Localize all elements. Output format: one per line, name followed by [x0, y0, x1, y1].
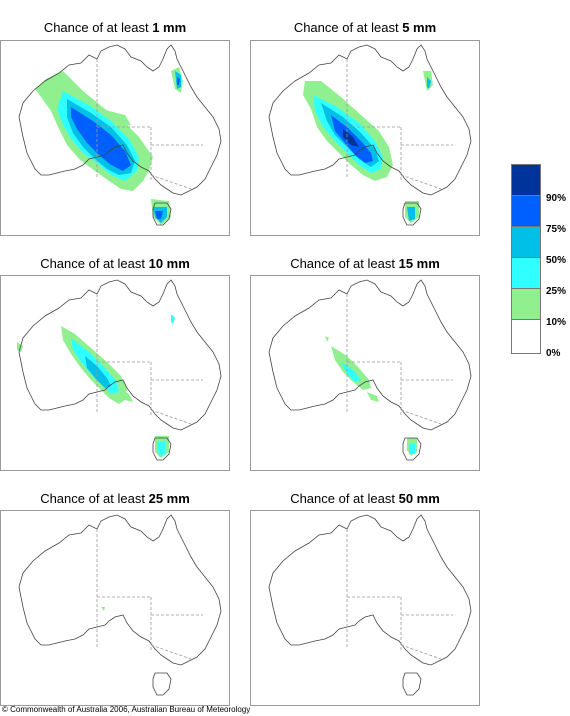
- legend-label-0: 0%: [546, 348, 561, 359]
- panel-title-25mm: Chance of at least 25 mm: [40, 491, 190, 506]
- legend-label-90: 90%: [546, 193, 567, 204]
- coastline-50mm: [268, 514, 472, 696]
- australia-map-15mm: [268, 279, 472, 461]
- legend-label-75: 75%: [546, 224, 567, 235]
- legend-label-10: 10%: [546, 317, 567, 328]
- panel-title-1mm: Chance of at least 1 mm: [43, 20, 187, 35]
- state-borders-5mm: [346, 59, 453, 190]
- rain-probability-15mm: [325, 336, 417, 456]
- state-borders-1mm: [96, 59, 203, 190]
- panel-title-10mm: Chance of at least 10 mm: [40, 256, 190, 271]
- legend-swatch-0: [512, 320, 540, 353]
- australia-map-25mm: [18, 514, 222, 696]
- panel-title-5mm: Chance of at least 5 mm: [293, 20, 437, 35]
- legend-label-25: 25%: [546, 286, 567, 297]
- legend-swatch-50: [512, 227, 540, 258]
- state-borders-15mm: [346, 294, 453, 425]
- panel-title-50mm: Chance of at least 50 mm: [290, 491, 440, 506]
- map-50mm: [250, 510, 480, 706]
- legend-swatch-90: [512, 165, 540, 196]
- rain-probability-1mm: [35, 67, 183, 225]
- rain-probability-25mm: [101, 607, 105, 611]
- map-5mm: [250, 40, 480, 236]
- coastline-1mm: [18, 44, 222, 226]
- rain-probability-5mm: [303, 71, 433, 223]
- legend-swatch-25: [512, 258, 540, 289]
- legend-swatch-10: [512, 289, 540, 320]
- legend-swatch-75: [512, 196, 540, 227]
- state-borders-10mm: [96, 294, 203, 425]
- state-borders-50mm: [346, 529, 453, 660]
- map-1mm: [0, 40, 230, 236]
- coastline-10mm: [18, 279, 222, 461]
- australia-map-5mm: [268, 44, 472, 226]
- coastline-25mm: [18, 514, 222, 696]
- australia-map-50mm: [268, 514, 472, 696]
- panel-title-15mm: Chance of at least 15 mm: [290, 256, 440, 271]
- rain-probability-10mm: [17, 314, 175, 458]
- state-borders-25mm: [96, 529, 203, 660]
- coastline-15mm: [268, 279, 472, 461]
- australia-map-1mm: [18, 44, 222, 226]
- australia-map-10mm: [17, 279, 222, 461]
- map-15mm: [250, 275, 480, 471]
- probability-legend: [511, 164, 541, 354]
- legend-label-50: 50%: [546, 255, 567, 266]
- coastline-5mm: [268, 44, 472, 226]
- copyright-notice: © Commonwealth of Australia 2006, Austra…: [2, 705, 251, 714]
- map-10mm: [0, 275, 230, 471]
- map-25mm: [0, 510, 230, 706]
